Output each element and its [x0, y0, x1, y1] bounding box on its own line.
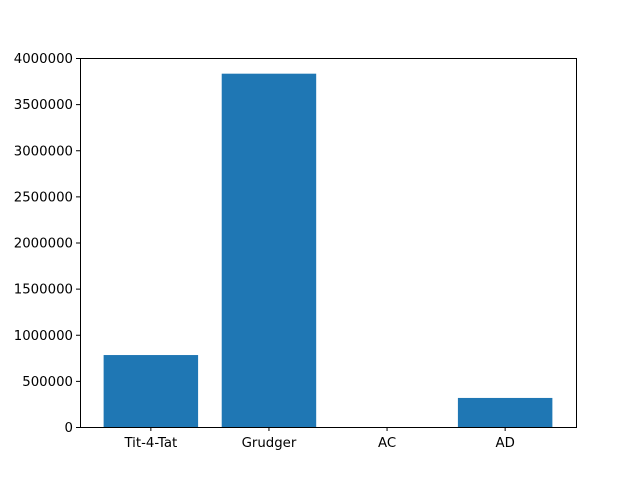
bar-grudger	[221, 73, 317, 428]
x-axis: Tit-4-Tat Grudger AC AD	[123, 427, 515, 451]
y-tick-label: 4000000	[14, 52, 73, 67]
y-tick-label: 2500000	[14, 190, 73, 205]
x-tick-label: Grudger	[242, 436, 297, 451]
y-tick-label: 0	[65, 421, 73, 436]
y-tick-label: 3000000	[14, 144, 73, 159]
y-tick-label: 500000	[22, 375, 73, 390]
x-tick-label: AC	[378, 436, 396, 451]
y-tick-label: 1500000	[14, 283, 73, 298]
y-tick-label: 1000000	[14, 329, 73, 344]
x-tick-label: AD	[495, 436, 514, 451]
y-axis: 0 500000 1000000 1500000 2000000 2500000 30000…	[14, 52, 80, 436]
plot-frame	[80, 58, 577, 428]
y-tick-label: 3500000	[14, 98, 73, 113]
bar-ad	[457, 397, 553, 427]
x-tick-label: Tit-4-Tat	[123, 436, 177, 451]
bars-group	[103, 73, 553, 428]
bar-tit-4-tat	[103, 355, 199, 427]
y-tick-label: 2000000	[14, 237, 73, 252]
